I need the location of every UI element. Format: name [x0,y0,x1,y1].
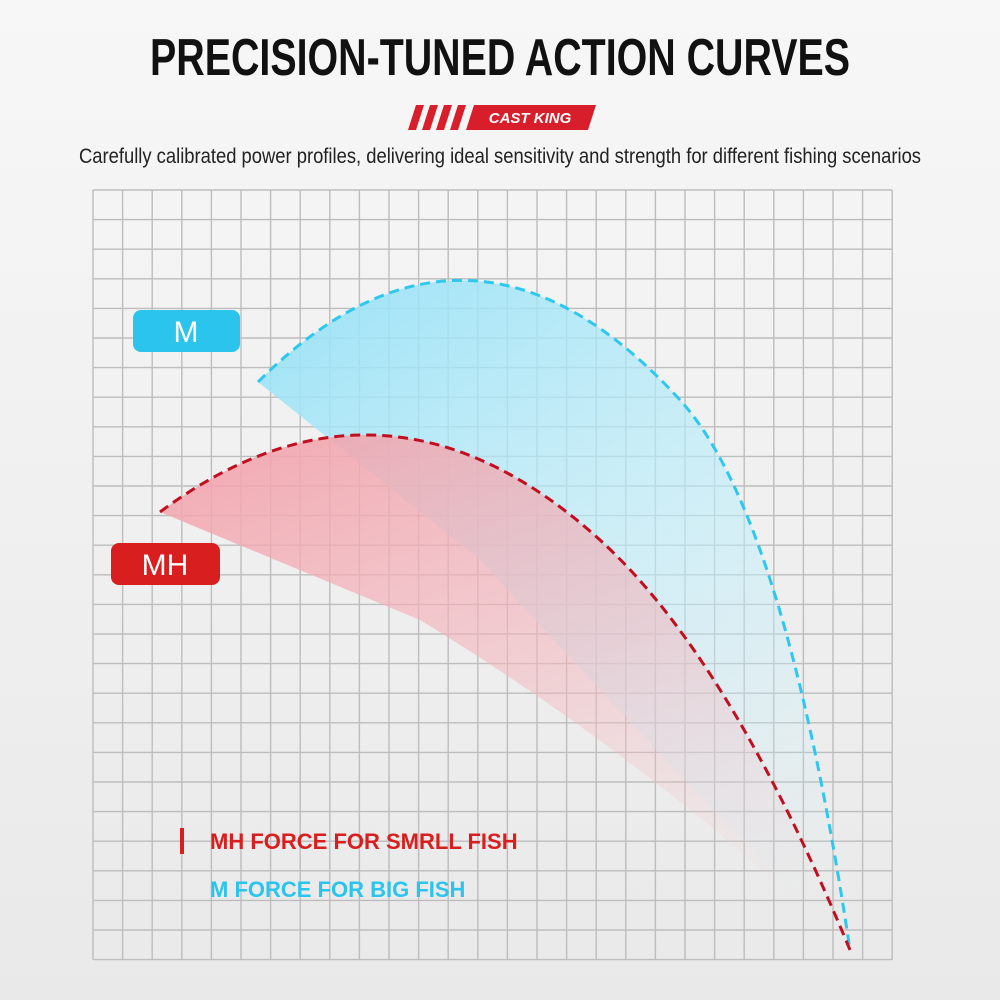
subtitle: Carefully calibrated power profiles, del… [79,145,921,168]
brand: CAST KING [489,110,572,127]
legend-m: M FORCE FOR BIG FISH [210,877,465,902]
m-curve [256,279,852,951]
m-badge [133,310,240,352]
mh-badge [111,543,220,585]
m-label: M [174,316,199,349]
legend-mh: MH FORCE FOR SMRLL FISH [210,829,518,854]
mh-curve [159,433,852,951]
mh-curve-fill [160,434,850,950]
legend-marker [180,828,184,854]
title: PRECISION-TUNED ACTION CURVES [150,29,850,87]
brand-badge: CAST KING [408,105,596,130]
mh-label: MH [142,549,189,582]
